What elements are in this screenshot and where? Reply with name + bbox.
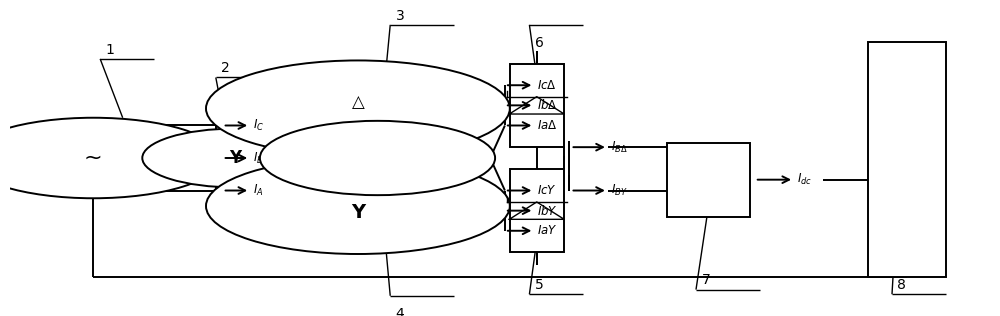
Bar <box>510 169 564 252</box>
Text: $I_{B\Delta}$: $I_{B\Delta}$ <box>611 140 627 155</box>
Text: $IcY$: $IcY$ <box>537 184 557 197</box>
Bar <box>667 143 750 217</box>
Text: 6: 6 <box>535 36 544 51</box>
Text: $Ic\Delta$: $Ic\Delta$ <box>537 79 557 92</box>
Text: $I_B$: $I_B$ <box>253 150 264 166</box>
Text: 7: 7 <box>701 273 710 287</box>
Text: $IaY$: $IaY$ <box>537 224 558 237</box>
Bar <box>510 64 564 147</box>
Text: $I_{BY}$: $I_{BY}$ <box>611 183 627 198</box>
Circle shape <box>206 60 510 156</box>
Circle shape <box>142 129 328 187</box>
Text: $I_A$: $I_A$ <box>253 183 264 198</box>
Text: $I_C$: $I_C$ <box>253 118 264 133</box>
Text: $Ib\Delta$: $Ib\Delta$ <box>537 98 558 112</box>
Text: 5: 5 <box>535 278 544 292</box>
Text: △: △ <box>352 93 364 111</box>
Text: 4: 4 <box>396 307 404 316</box>
Text: Y: Y <box>229 149 241 167</box>
Text: 8: 8 <box>897 278 906 292</box>
Text: Y: Y <box>351 203 365 222</box>
Text: $Ia\Delta$: $Ia\Delta$ <box>537 119 558 132</box>
Text: $IbY$: $IbY$ <box>537 204 558 218</box>
Text: 3: 3 <box>396 9 404 22</box>
Text: $I_{dc}$: $I_{dc}$ <box>797 172 812 187</box>
Text: 2: 2 <box>221 61 230 75</box>
Text: ~: ~ <box>84 148 103 168</box>
Circle shape <box>0 118 221 198</box>
Circle shape <box>206 158 510 254</box>
Circle shape <box>260 121 495 195</box>
Bar <box>868 42 946 277</box>
Text: 1: 1 <box>106 43 114 57</box>
